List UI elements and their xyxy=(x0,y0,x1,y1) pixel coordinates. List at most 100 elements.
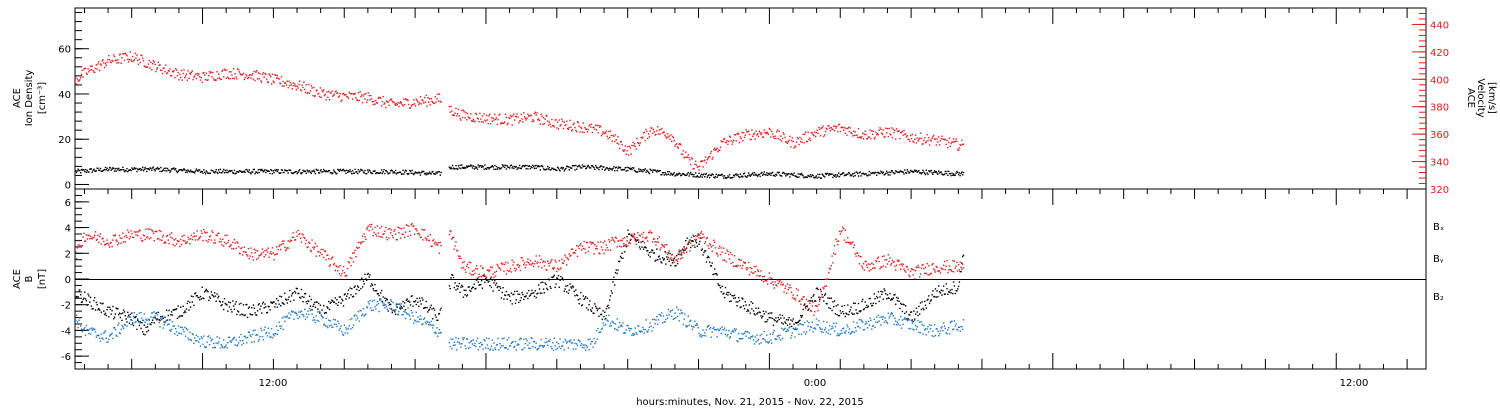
velocity-point xyxy=(758,130,760,132)
velocity-point xyxy=(652,128,655,131)
bz-point xyxy=(404,236,406,238)
velocity-point xyxy=(903,129,905,132)
velocity-point xyxy=(213,78,215,80)
density-point xyxy=(504,166,506,169)
velocity-point xyxy=(80,77,82,79)
bx-point xyxy=(96,304,98,306)
density-point xyxy=(184,169,186,171)
bx-point xyxy=(571,285,574,287)
velocity-point xyxy=(589,124,591,126)
density-point xyxy=(767,172,770,175)
density-point xyxy=(874,171,876,173)
by-point xyxy=(85,324,88,327)
bx-point xyxy=(723,296,726,299)
velocity-point xyxy=(877,134,880,136)
density-point xyxy=(800,172,803,175)
bz-point xyxy=(457,255,460,257)
density-point xyxy=(366,173,368,175)
by-point xyxy=(934,334,937,337)
bx-point xyxy=(590,309,592,311)
bx-point xyxy=(678,251,680,253)
density-point xyxy=(523,164,525,167)
by-point xyxy=(960,325,962,328)
bx-point xyxy=(232,300,234,302)
velocity-point xyxy=(864,130,866,132)
velocity-point xyxy=(428,98,431,100)
bx-point xyxy=(537,292,539,294)
density-point xyxy=(745,176,747,178)
density-point xyxy=(161,170,163,173)
density-point xyxy=(247,171,250,173)
bz-point xyxy=(413,225,415,227)
density-point xyxy=(313,169,315,172)
velocity-point xyxy=(121,57,123,59)
velocity-point xyxy=(458,115,460,117)
bx-point xyxy=(950,292,952,294)
density-point xyxy=(850,175,852,177)
by-point xyxy=(667,308,670,311)
bx-point xyxy=(781,314,784,317)
bx-point xyxy=(851,312,853,314)
velocity-point xyxy=(622,149,624,151)
by-point xyxy=(925,334,927,336)
density-point xyxy=(954,174,956,176)
by-point xyxy=(160,318,162,320)
density-point xyxy=(514,165,516,168)
velocity-point xyxy=(717,151,719,153)
density-point xyxy=(563,170,565,172)
bx-point xyxy=(216,293,218,295)
velocity-point xyxy=(690,163,692,166)
bz-point xyxy=(485,275,487,277)
bx-point xyxy=(213,296,215,298)
density-point xyxy=(726,177,728,179)
density-point xyxy=(594,168,596,170)
bz-point xyxy=(357,241,360,244)
density-point xyxy=(100,170,102,172)
velocity-point xyxy=(223,68,226,70)
velocity-point xyxy=(534,111,536,113)
velocity-point xyxy=(91,65,93,67)
density-point xyxy=(900,170,902,172)
bx-point xyxy=(241,313,243,315)
density-point xyxy=(667,173,670,175)
velocity-point xyxy=(854,131,856,133)
density-point xyxy=(950,174,952,177)
density-point xyxy=(660,174,662,176)
bz-point xyxy=(382,233,384,236)
by-point xyxy=(711,331,713,333)
bz-point xyxy=(306,246,308,249)
by-point xyxy=(169,329,171,331)
bx-point xyxy=(357,286,360,288)
bx-point xyxy=(392,309,394,312)
density-point xyxy=(423,173,426,175)
by-point xyxy=(744,330,746,333)
density-point xyxy=(172,168,174,170)
density-point xyxy=(244,171,246,174)
bz-point xyxy=(465,271,467,273)
density-point xyxy=(553,168,555,170)
density-point xyxy=(709,174,712,176)
by-point xyxy=(170,328,173,331)
velocity-point xyxy=(352,93,355,95)
bz-point xyxy=(539,261,541,264)
bz-point xyxy=(223,241,226,244)
velocity-point xyxy=(629,147,632,149)
density-point xyxy=(876,171,879,174)
velocity-point xyxy=(398,105,400,108)
velocity-point xyxy=(256,78,259,80)
bx-point xyxy=(321,309,323,311)
by-point xyxy=(642,328,645,331)
density-point xyxy=(224,169,226,172)
velocity-point xyxy=(726,140,728,142)
density-point xyxy=(809,174,812,176)
velocity-point xyxy=(494,113,496,116)
bx-point xyxy=(229,301,231,304)
density-point xyxy=(631,168,633,171)
velocity-point xyxy=(537,119,539,121)
by-point xyxy=(116,335,118,337)
by-point xyxy=(313,316,315,319)
bx-point xyxy=(185,308,188,310)
velocity-point xyxy=(685,156,688,158)
by-point xyxy=(308,308,311,310)
density-point xyxy=(84,168,87,171)
